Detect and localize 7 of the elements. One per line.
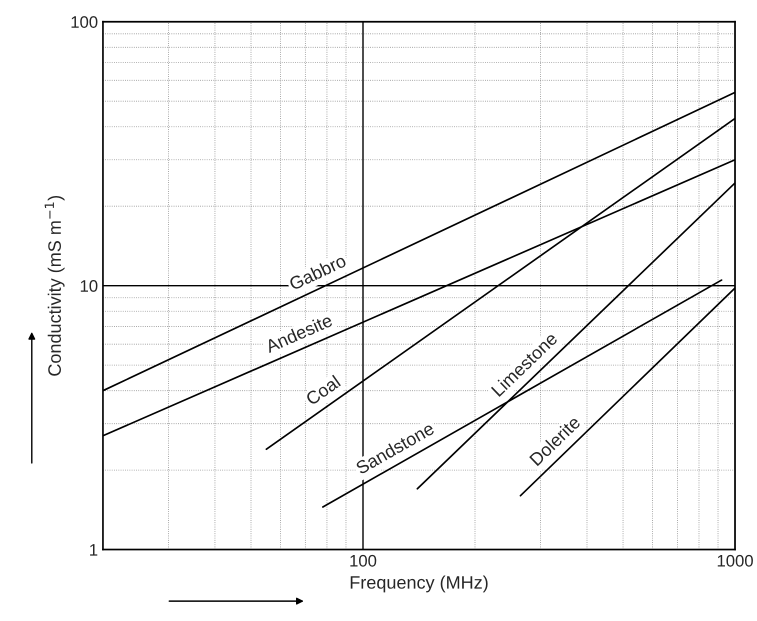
y-tick-label: 10 — [80, 280, 98, 292]
y-tick-label: 100 — [72, 16, 98, 28]
x-axis-title: Frequency (MHz) — [350, 576, 488, 592]
text: Coal — [304, 374, 341, 406]
y-axis-title: Conductivity (mS m$^{−1}$) — [44, 196, 65, 376]
y-tick-label: 1 — [90, 544, 98, 556]
x-tick-label: 1000 — [718, 554, 753, 567]
